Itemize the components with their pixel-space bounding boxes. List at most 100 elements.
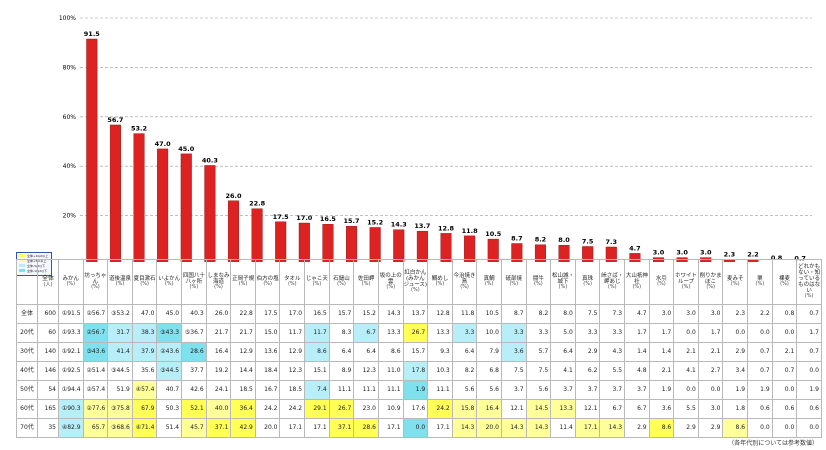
table-header-cell: 裸麦 (%) — [771, 259, 798, 305]
bar-value-label: 22.8 — [249, 200, 266, 208]
bar-value-label: 3.0 — [676, 249, 688, 257]
table-cell: 1.9 — [796, 380, 822, 400]
table-cell: 21.7 — [230, 323, 256, 343]
table-cell: 3.0 — [697, 399, 724, 419]
table-cell: 2.9 — [574, 342, 601, 362]
table-cell: 7.5 — [500, 361, 527, 381]
table-header-unit: (%) — [484, 281, 494, 288]
table-header-label: 正岡子規 — [232, 276, 255, 283]
table-cell: 0.7 — [796, 342, 822, 362]
bar — [416, 230, 428, 262]
table-cell: 7.5 — [525, 361, 552, 381]
table-cell: 16.5 — [304, 304, 330, 324]
legend-label: 全体+10pt以上 — [27, 253, 49, 258]
table-header-label: 紅白かん(みかんジュース) — [403, 270, 428, 289]
bar — [369, 227, 381, 262]
table-cell: 2.9 — [722, 342, 749, 362]
table-cell: 3.6 — [500, 342, 527, 362]
table-header-cell: ホワイトループ (%) — [673, 259, 699, 305]
legend-item: 全体+10pt以上 — [17, 253, 51, 258]
table-header-label: 松山城・城下 — [551, 273, 574, 286]
table-cell: 19.2 — [205, 361, 232, 381]
bar — [605, 246, 617, 262]
y-axis-ticks: 0%20%40%60%80%100% — [59, 15, 77, 220]
bar — [275, 221, 287, 262]
table-cell: 45.7 — [181, 418, 207, 438]
table-cell: 35.6 — [131, 361, 158, 381]
table-header-label: タオル — [284, 276, 301, 283]
table-header-unit: (%) — [780, 281, 789, 288]
bar-chart: 0%20%40%60%80%100% 91.556.753.247.045.04… — [59, 15, 812, 262]
table-header-cell: 夏目漱石 (%) — [131, 259, 158, 305]
table-cell: 6.4 — [353, 342, 379, 362]
table-cell: 0.6 — [747, 399, 773, 419]
table-header-label: 削りかまぼこ — [699, 273, 722, 286]
table-cell: 17.1 — [427, 418, 453, 438]
bar — [227, 200, 239, 262]
table-cell: 1.7 — [624, 323, 650, 343]
table-cell: 2.9 — [697, 418, 724, 438]
table-cell: 3.3 — [599, 323, 626, 343]
y-tick-label: 20% — [63, 213, 77, 220]
table-cell: ③75.8 — [107, 399, 133, 419]
bar-value-label: 15.2 — [367, 218, 383, 226]
table-cell: 18.5 — [230, 380, 256, 400]
table-header-cell: 道後温泉 (%) — [107, 259, 133, 305]
table-cell: 6.8 — [476, 361, 502, 381]
row-n-cell: 54 — [37, 380, 59, 400]
table-header-unit: (%) — [91, 284, 100, 291]
table-header-cell: 砥部焼 (%) — [500, 259, 527, 305]
table-cell: ③53.2 — [107, 304, 133, 324]
table-cell: 0.8 — [771, 304, 798, 324]
table-cell: ②57.4 — [82, 380, 109, 400]
table-cell: 6.7 — [599, 399, 626, 419]
table-header-cell: 大山祇神社 (%) — [624, 259, 650, 305]
bar-value-label: 3.0 — [700, 249, 712, 257]
table-cell: 1.9 — [722, 380, 749, 400]
row-n-cell: 146 — [37, 361, 59, 381]
table-cell: 7.4 — [304, 380, 330, 400]
table-cell: 14.4 — [230, 361, 256, 381]
bar-value-label: 91.5 — [84, 30, 101, 38]
table-cell: 26.7 — [402, 323, 429, 343]
table-cell: 10.0 — [476, 323, 502, 343]
table-cell: 21.7 — [205, 323, 232, 343]
table-cell: 51.4 — [156, 418, 183, 438]
table-header-unit: (%) — [263, 281, 272, 288]
row-n-cell: 600 — [37, 304, 59, 324]
table-cell: 37.1 — [328, 418, 355, 438]
table-header-cell: 真珠 (%) — [574, 259, 601, 305]
bar-value-label: 16.5 — [320, 215, 337, 223]
bar-value-label: 8.2 — [535, 236, 547, 244]
table-cell: 3.3 — [500, 323, 527, 343]
table-cell: 42.6 — [181, 380, 207, 400]
row-n-cell: 140 — [37, 342, 59, 362]
table-cell: ③68.6 — [107, 418, 133, 438]
table-cell: 17.1 — [574, 418, 601, 438]
bar — [487, 238, 499, 262]
table-cell: ④82.9 — [58, 418, 84, 438]
table-header-cell: 削りかまぼこ (%) — [697, 259, 724, 305]
table-cell: ④71.4 — [131, 418, 158, 438]
table-cell: 36.4 — [230, 399, 256, 419]
table-cell: ③44.5 — [156, 361, 183, 381]
table-header-unit: (%) — [706, 284, 715, 291]
table-cell: 5.5 — [599, 361, 626, 381]
table-header-label: 鯛めし — [431, 276, 449, 283]
table-header-unit: (%) — [657, 281, 666, 288]
table-header-unit: (%) — [337, 281, 346, 288]
table-cell: 16.7 — [254, 380, 281, 400]
table-cell: 50.3 — [156, 399, 183, 419]
table-header-unit: (%) — [460, 284, 469, 291]
table-cell: 4.7 — [624, 304, 650, 324]
table-cell: 0.0 — [722, 323, 749, 343]
table-cell: 8.9 — [328, 361, 355, 381]
table-cell: 51.9 — [107, 380, 133, 400]
table-header-unit: (%) — [755, 281, 765, 288]
table-cell: 5.6 — [525, 380, 552, 400]
table-cell: ①94.4 — [58, 380, 84, 400]
table-cell: 2.9 — [624, 418, 650, 438]
table-cell: ③43.6 — [82, 342, 109, 362]
table-header-unit: (%) — [115, 281, 125, 288]
table-cell: 15.2 — [353, 304, 379, 324]
